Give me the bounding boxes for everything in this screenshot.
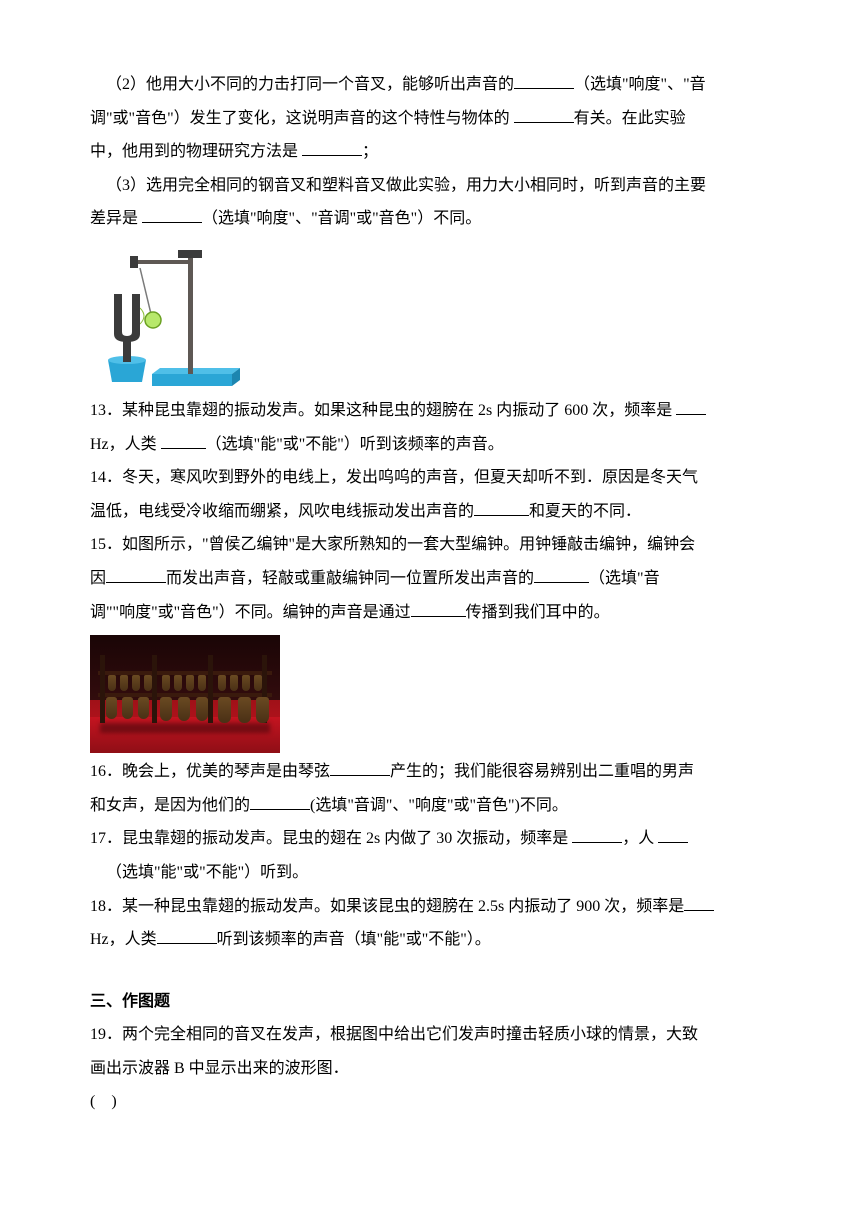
text: 而发出声音，轻敲或重敲编钟同一位置所发出声音的 xyxy=(166,570,534,587)
text: 中，他用到的物理研究方法是 xyxy=(90,143,298,160)
blank xyxy=(572,827,622,844)
text: 15．如图所示，"曾侯乙编钟"是大家所熟知的一套大型编钟。用钟锤敲击编钟，编钟会 xyxy=(90,536,695,553)
q12-part3-line2: 差异是 （选填"响度"、"音调"或"音色"）不同。 xyxy=(90,202,770,236)
text: 和夏天的不同． xyxy=(529,503,641,520)
text: （选填"能"或"不能"）听到。 xyxy=(106,864,308,881)
text: 16．晚会上，优美的琴声是由琴弦 xyxy=(90,763,330,780)
q16-line2: 和女声，是因为他们的 (选填"音调"、"响度"或"音色")不同。 xyxy=(90,789,770,823)
text: 18．某一种昆虫靠翅的振动发声。如果该昆虫的翅膀在 2.5s 内振动了 900 … xyxy=(90,898,684,915)
text: 产生的；我们能很容易辨别出二重唱的男声 xyxy=(390,763,694,780)
q14-line2: 温低，电线受冷收缩而绷紧，风吹电线振动发出声音的 和夏天的不同． xyxy=(90,495,770,529)
blank xyxy=(302,139,362,156)
text: Hz，人类 xyxy=(90,436,157,453)
text: 14．冬天，寒风吹到野外的电线上，发出呜呜的声音，但夏天却听不到．原因是冬天气 xyxy=(90,469,698,486)
blank xyxy=(534,566,589,583)
blank xyxy=(514,106,574,123)
chime-bells-figure xyxy=(90,635,770,753)
paren-text: ( ) xyxy=(90,1093,117,1110)
text: 调"或"音色"）发生了变化，这说明声音的这个特性与物体的 xyxy=(90,110,510,127)
text: 13．某种昆虫靠翅的振动发声。如果这种昆虫的翅膀在 2s 内振动了 600 次，… xyxy=(90,402,672,419)
blank xyxy=(250,793,310,810)
q18-line2: Hz，人类 听到该频率的声音（填"能"或"不能"）。 xyxy=(90,923,770,957)
text: 传播到我们耳中的。 xyxy=(466,604,610,621)
q14-line1: 14．冬天，寒风吹到野外的电线上，发出呜呜的声音，但夏天却听不到．原因是冬天气 xyxy=(90,461,770,495)
q19-line1: 19．两个完全相同的音叉在发声，根据图中给出它们发声时撞击轻质小球的情景，大致 xyxy=(90,1018,770,1052)
q17-line1: 17．昆虫靠翅的振动发声。昆虫的翅在 2s 内做了 30 次振动，频率是 ，人 xyxy=(90,822,770,856)
blank xyxy=(676,398,706,415)
text: 19．两个完全相同的音叉在发声，根据图中给出它们发声时撞击轻质小球的情景，大致 xyxy=(90,1026,698,1043)
q19-paren: ( ) xyxy=(90,1085,770,1119)
q13-line1: 13．某种昆虫靠翅的振动发声。如果这种昆虫的翅膀在 2s 内振动了 600 次，… xyxy=(90,394,770,428)
q12-part2-line1: （2）他用大小不同的力击打同一个音叉，能够听出声音的 （选填"响度"、"音 xyxy=(90,68,770,102)
text: 听到该频率的声音（填"能"或"不能"）。 xyxy=(217,931,491,948)
blank xyxy=(474,499,529,516)
spacer xyxy=(90,957,770,975)
blank xyxy=(142,207,202,224)
q15-line2: 因 而发出声音，轻敲或重敲编钟同一位置所发出声音的 （选填"音 xyxy=(90,562,770,596)
blank xyxy=(514,72,574,89)
tuning-fork-figure xyxy=(90,242,770,392)
q12-part2-line3: 中，他用到的物理研究方法是 ； xyxy=(90,135,770,169)
text: 温低，电线受冷收缩而绷紧，风吹电线振动发出声音的 xyxy=(90,503,474,520)
text: （选填"能"或"不能"）听到该频率的声音。 xyxy=(206,436,504,453)
q15-line1: 15．如图所示，"曾侯乙编钟"是大家所熟知的一套大型编钟。用钟锤敲击编钟，编钟会 xyxy=(90,528,770,562)
text: （选填"响度"、"音调"或"音色"）不同。 xyxy=(202,210,481,227)
q13-line2: Hz，人类 （选填"能"或"不能"）听到该频率的声音。 xyxy=(90,428,770,462)
blank xyxy=(157,927,217,944)
blank xyxy=(106,566,166,583)
q18-line1: 18．某一种昆虫靠翅的振动发声。如果该昆虫的翅膀在 2.5s 内振动了 900 … xyxy=(90,890,770,924)
blank xyxy=(411,600,466,617)
text: 有关。在此实验 xyxy=(574,110,686,127)
chime-bells-image xyxy=(90,635,280,753)
q12-part2-line2: 调"或"音色"）发生了变化，这说明声音的这个特性与物体的 有关。在此实验 xyxy=(90,102,770,136)
text: （3）选用完全相同的钢音叉和塑料音叉做此实验，用力大小相同时，听到声音的主要 xyxy=(106,177,706,194)
text: 和女声，是因为他们的 xyxy=(90,797,250,814)
text: 画出示波器 B 中显示出来的波形图． xyxy=(90,1060,349,1077)
blank xyxy=(658,827,688,844)
blank xyxy=(684,894,714,911)
text: 17．昆虫靠翅的振动发声。昆虫的翅在 2s 内做了 30 次振动，频率是 xyxy=(90,830,568,847)
text: 调""响度"或"音色"）不同。编钟的声音是通过 xyxy=(90,604,411,621)
q16-line1: 16．晚会上，优美的琴声是由琴弦 产生的；我们能很容易辨别出二重唱的男声 xyxy=(90,755,770,789)
q17-line2: （选填"能"或"不能"）听到。 xyxy=(90,856,770,890)
text: ； xyxy=(362,143,378,160)
text: ，人 xyxy=(622,830,654,847)
blank xyxy=(330,759,390,776)
text: （选填"音 xyxy=(589,570,660,587)
q19-line2: 画出示波器 B 中显示出来的波形图． xyxy=(90,1052,770,1086)
text: 因 xyxy=(90,570,106,587)
text: Hz，人类 xyxy=(90,931,157,948)
section-3-title: 三、作图题 xyxy=(90,985,770,1019)
q15-line3: 调""响度"或"音色"）不同。编钟的声音是通过 传播到我们耳中的。 xyxy=(90,596,770,630)
text: （2）他用大小不同的力击打同一个音叉，能够听出声音的 xyxy=(106,76,514,93)
q12-part3-line1: （3）选用完全相同的钢音叉和塑料音叉做此实验，用力大小相同时，听到声音的主要 xyxy=(90,169,770,203)
tuning-fork-svg xyxy=(90,242,240,392)
text: (选填"音调"、"响度"或"音色")不同。 xyxy=(310,797,568,814)
blank xyxy=(161,432,206,449)
text: （选填"响度"、"音 xyxy=(574,76,706,93)
text: 差异是 xyxy=(90,210,138,227)
